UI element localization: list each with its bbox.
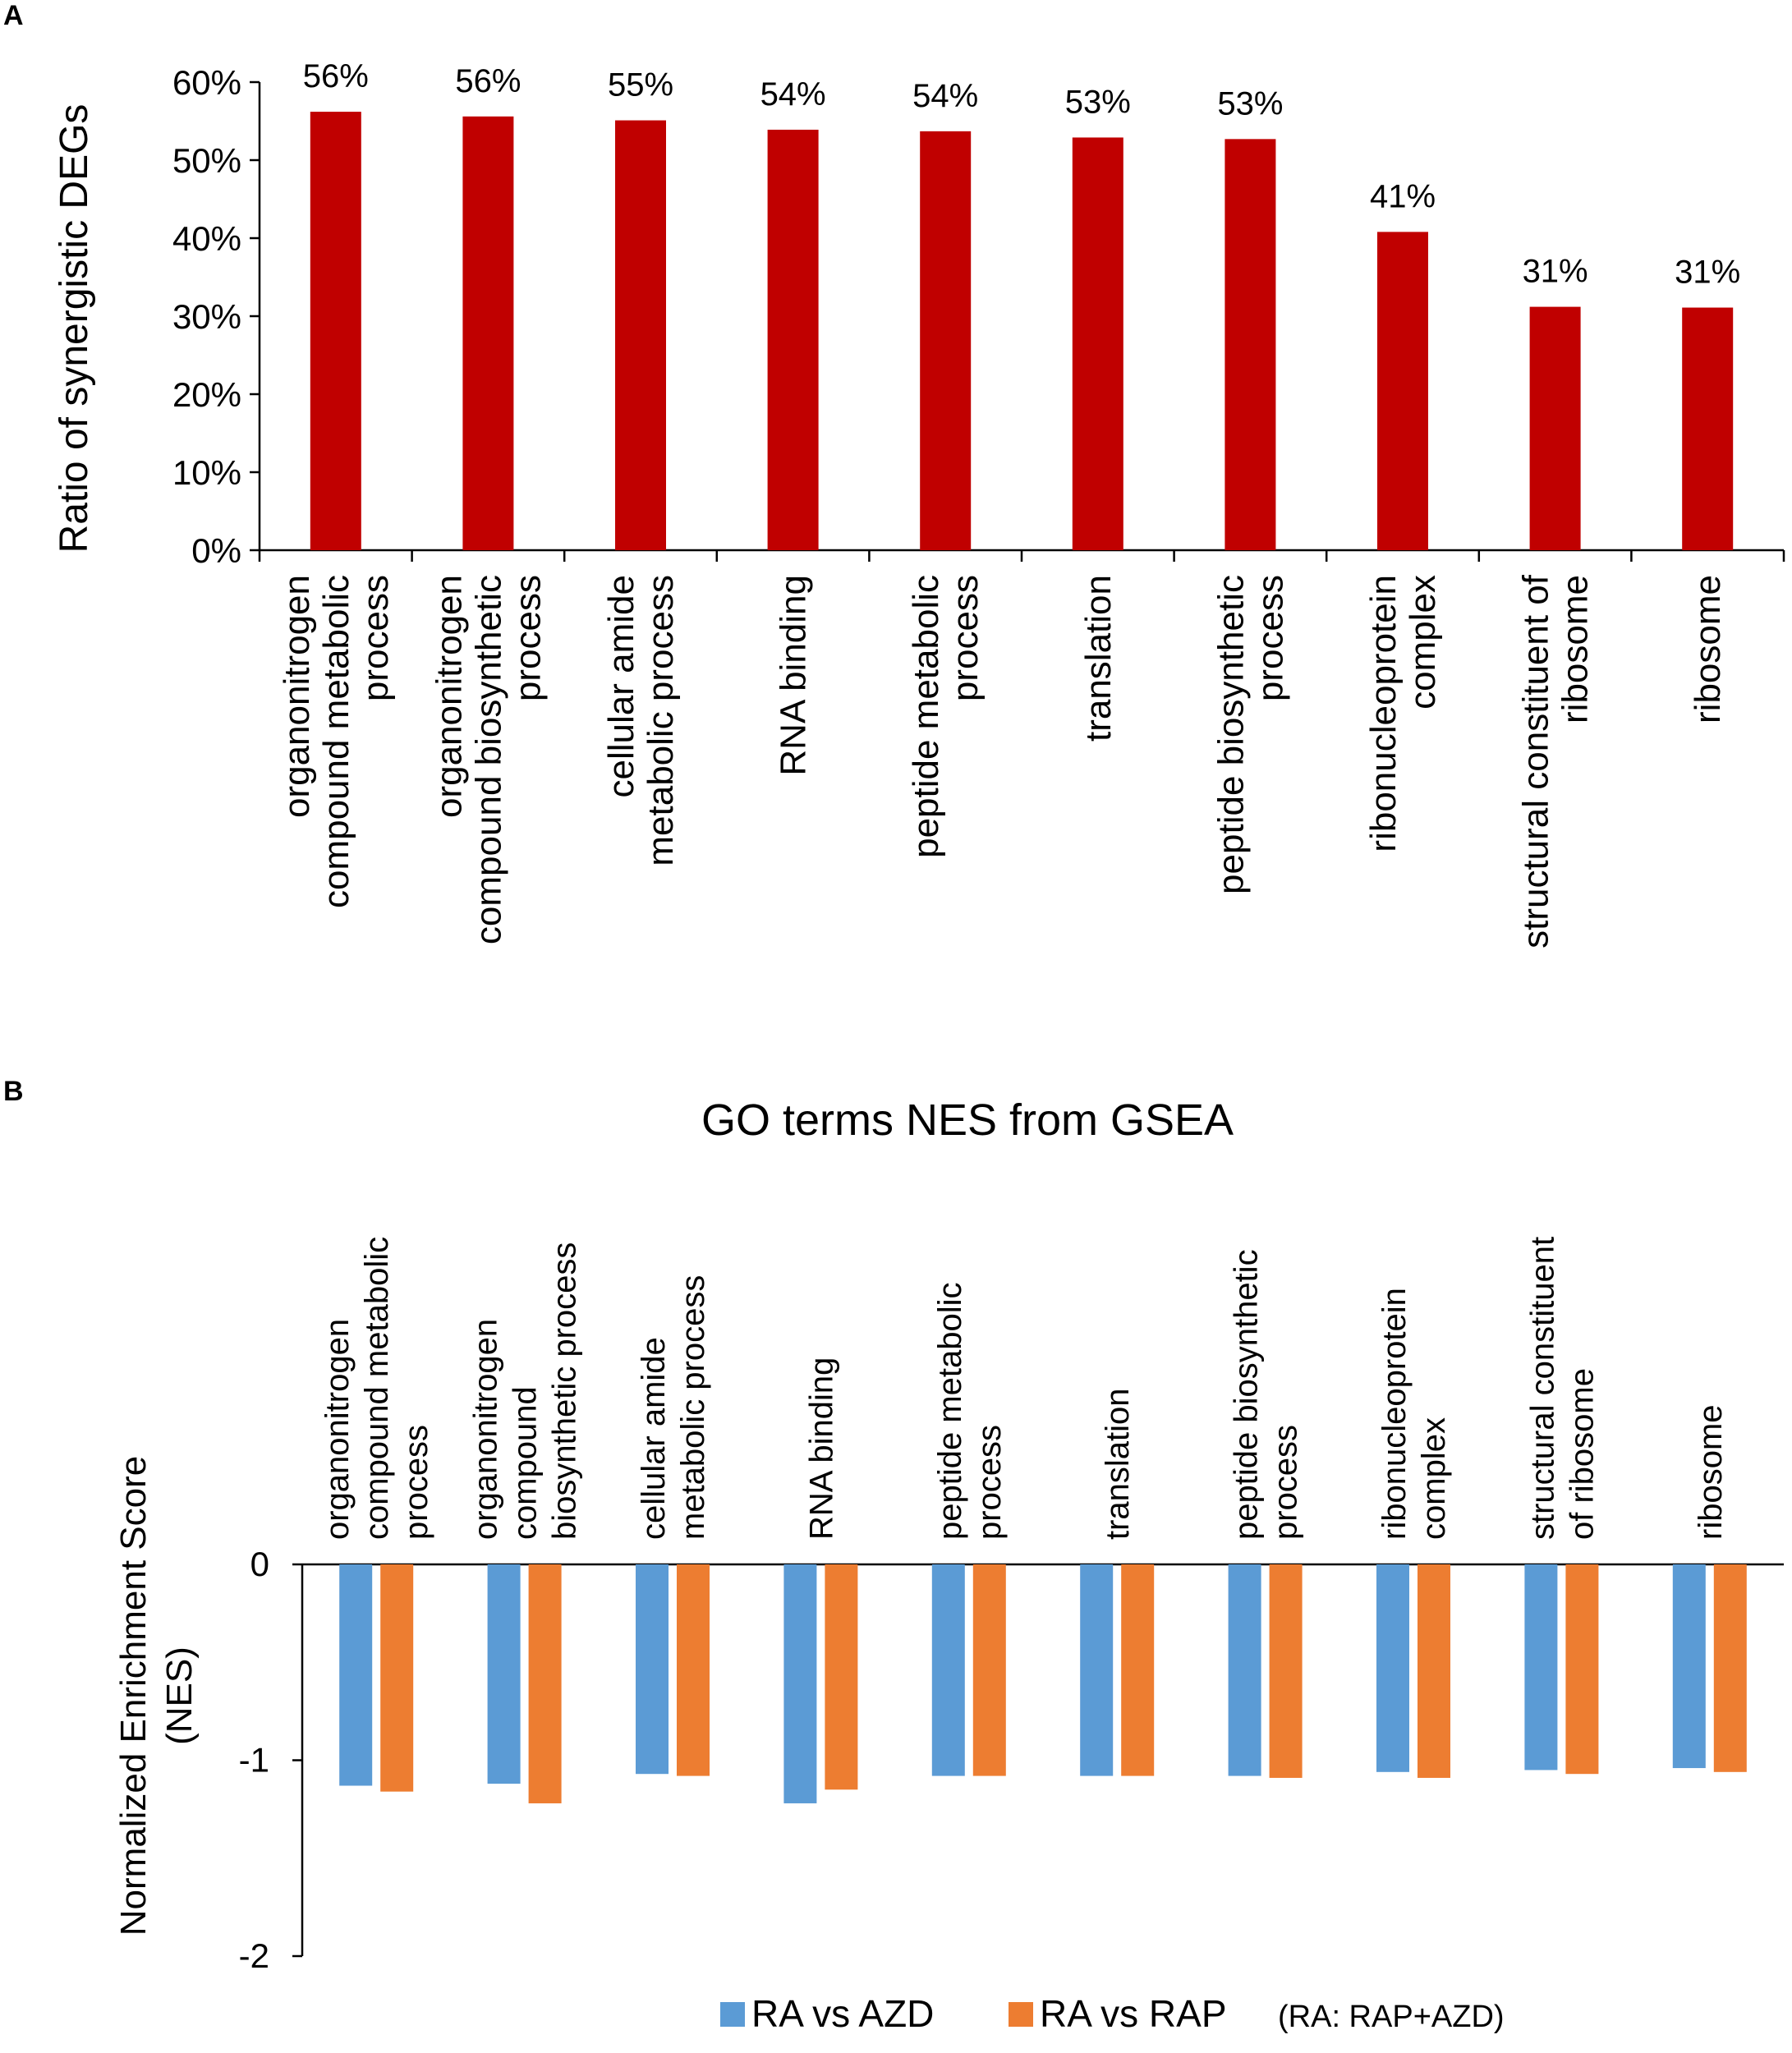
legend-label: RA vs AZD: [751, 1992, 934, 2035]
panel-b-bar: [1418, 1564, 1450, 1778]
panel-a-category-label: translation: [1078, 575, 1119, 742]
panel-a-data-label: 55%: [608, 67, 673, 103]
panel-a-category-label: peptide biosyntheticprocess: [1211, 575, 1290, 894]
panel-b-bar: [1672, 1564, 1706, 1769]
panel-a-bar: [615, 120, 666, 551]
panel-b-y-ticks: 0 -1 -2: [239, 1545, 302, 1975]
panel-a-bar: [1072, 137, 1123, 550]
panel-a-bar: [1529, 306, 1581, 550]
panel-a-category-label: structural constituent ofribosome: [1516, 574, 1596, 948]
panel-b-legend: RA vs AZD RA vs RAP (RA: RAP+AZD): [720, 1992, 1505, 2035]
panel-a-bar: [462, 116, 514, 551]
panel-b-category-label: ribosome: [1693, 1404, 1729, 1540]
legend-label: RA vs RAP: [1040, 1992, 1227, 2035]
panel-a-bar: [1225, 139, 1276, 550]
panel-b-y-tick-label: -1: [239, 1741, 269, 1780]
panel-b-title: GO terms NES from GSEA: [701, 1095, 1234, 1145]
panel-a-y-axis-title: Ratio of synergistic DEGs: [53, 104, 96, 553]
panel-a-letter: A: [3, 0, 24, 31]
panel-a-bar: [1377, 232, 1428, 550]
panel-a-bar: [310, 112, 361, 551]
panel-a-y-ticks: 0% 10% 20% 30% 40% 50% 60%: [172, 63, 260, 570]
panel-b-bar: [1080, 1564, 1114, 1776]
panel-b-bar: [1713, 1564, 1747, 1772]
panel-a-category-label: organonitrogencompound biosyntheticproce…: [429, 575, 548, 944]
panel-b-bar: [487, 1564, 521, 1784]
panel-a: A Ratio of synergistic DEGs 0% 10% 20% 30% 4…: [3, 0, 1785, 948]
panel-a-data-label: 54%: [760, 76, 826, 113]
panel-b-bar: [825, 1564, 858, 1790]
panel-a-bar: [1682, 307, 1734, 550]
panel-a-y-tick-label: 50%: [172, 141, 241, 180]
panel-b-bar: [380, 1564, 414, 1792]
panel-b-bar: [1376, 1564, 1409, 1772]
panel-b-bar: [783, 1564, 817, 1803]
panel-b-category-label: peptide metabolic process: [932, 1282, 1008, 1540]
panel-a-data-label: 53%: [1065, 84, 1131, 120]
panel-a-data-label: 31%: [1675, 255, 1740, 291]
panel-a-y-tick-label: 10%: [172, 453, 241, 492]
panel-b-category-label: peptide biosynthetic process: [1229, 1249, 1304, 1540]
panel-b-bars: [339, 1564, 1747, 1803]
panel-a-category-label: organonitrogencompound metabolicprocess: [277, 575, 396, 908]
panel-b-bar: [528, 1564, 562, 1803]
panel-a-data-label: 31%: [1523, 254, 1588, 290]
panel-a-category-label: ribonucleoproteincomplex: [1363, 575, 1443, 852]
panel-a-y-tick-label: 30%: [172, 297, 241, 336]
panel-b-bar: [1565, 1564, 1599, 1775]
panel-a-category-label: RNA binding: [774, 575, 814, 776]
panel-a-y-tick-label: 60%: [172, 63, 241, 102]
panel-a-category-labels: organonitrogencompound metabolicprocess o…: [277, 574, 1728, 948]
panel-b-bar: [339, 1564, 373, 1786]
legend-swatch: [720, 2002, 745, 2027]
panel-b-y-axis-title: Normalized Enrichment Score (NES): [113, 1456, 200, 1936]
panel-b-category-label: organonitrogen compound biosynthetic proce…: [468, 1242, 583, 1540]
panel-a-y-tick-label: 20%: [172, 375, 241, 414]
panel-b-category-label: RNA binding: [803, 1357, 839, 1540]
panel-a-category-label: ribosome: [1688, 575, 1728, 723]
panel-a-data-label: 53%: [1217, 85, 1283, 122]
panel-b-category-label: translation: [1100, 1388, 1136, 1540]
panel-b: B GO terms NES from GSEA Normalized Enri…: [3, 1076, 1784, 2035]
panel-b-bar: [1121, 1564, 1155, 1776]
panel-a-data-label: 56%: [303, 58, 369, 94]
panel-a-data-label: 41%: [1370, 178, 1436, 214]
legend-swatch: [1009, 2002, 1033, 2027]
panel-b-category-label: organonitrogen compound metabolic process: [319, 1237, 434, 1540]
panel-b-bar: [1269, 1564, 1303, 1778]
panel-b-category-label: cellular amide metabolic process: [636, 1275, 711, 1540]
panel-a-data-label: 56%: [455, 63, 521, 99]
panel-b-bar: [1524, 1564, 1558, 1771]
panel-b-letter: B: [3, 1076, 24, 1107]
panel-b-bar: [1228, 1564, 1261, 1776]
panel-a-data-label: 54%: [912, 78, 978, 114]
panel-a-category-label: peptide metabolicprocess: [906, 575, 986, 858]
panel-a-x-ticks: [258, 550, 1785, 562]
panel-b-bar: [931, 1564, 965, 1776]
panel-b-bar: [972, 1564, 1006, 1776]
panel-a-bar: [767, 129, 819, 550]
panel-a-y-tick-label: 40%: [172, 219, 241, 258]
panel-a-bar: [920, 131, 972, 550]
panel-a-bars: [310, 112, 1734, 551]
panel-b-y-tick-label: 0: [250, 1545, 269, 1583]
legend-note: (RA: RAP+AZD): [1278, 2000, 1505, 2034]
panel-a-category-label: cellular amidemetabolic process: [601, 575, 681, 866]
panel-a-y-tick-label: 0%: [191, 531, 241, 570]
panel-b-bar: [677, 1564, 710, 1776]
panel-b-y-tick-label: -2: [239, 1936, 269, 1975]
panel-a-data-labels: 56% 56% 55% 54% 54% 53% 53% 41% 31% 31%: [303, 58, 1740, 290]
panel-b-category-label: structural constituent of ribosome: [1524, 1237, 1600, 1540]
panel-b-category-labels: organonitrogen compound metabolic process o…: [319, 1237, 1729, 1540]
panel-b-category-label: ribonucleoprotein complex: [1376, 1288, 1452, 1540]
panel-b-bar: [636, 1564, 669, 1775]
